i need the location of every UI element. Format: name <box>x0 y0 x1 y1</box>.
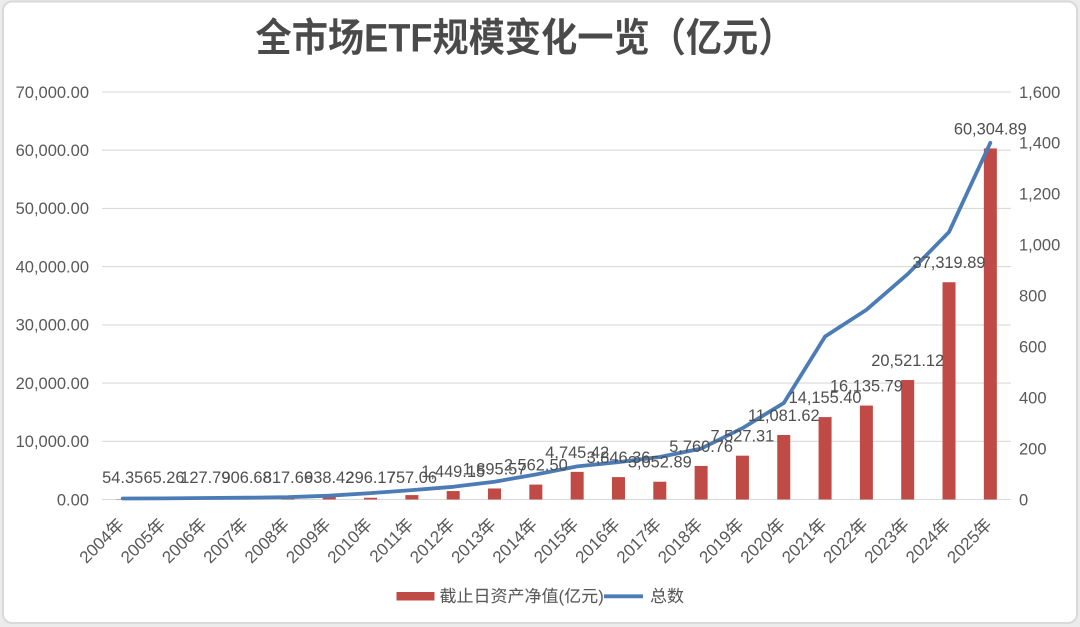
svg-text:600: 600 <box>1019 339 1047 357</box>
svg-text:1,600: 1,600 <box>1019 84 1060 102</box>
svg-text:37,319.89: 37,319.89 <box>913 254 986 272</box>
svg-text:7,527.31: 7,527.31 <box>710 428 774 446</box>
svg-text:10,000.00: 10,000.00 <box>16 433 89 451</box>
svg-text:0: 0 <box>1019 491 1028 509</box>
svg-text:817.66: 817.66 <box>263 469 313 487</box>
svg-text:1,449.15: 1,449.15 <box>421 463 485 481</box>
svg-text:40,000.00: 40,000.00 <box>16 258 89 276</box>
svg-text:938.42: 938.42 <box>304 469 354 487</box>
svg-text:2,562.50: 2,562.50 <box>504 457 568 475</box>
svg-text:1,000: 1,000 <box>1019 237 1060 255</box>
svg-text:5,760.76: 5,760.76 <box>669 438 733 456</box>
svg-text:400: 400 <box>1019 389 1047 407</box>
svg-text:906.68: 906.68 <box>222 469 272 487</box>
svg-text:3,052.89: 3,052.89 <box>628 454 692 472</box>
svg-text:65.26: 65.26 <box>143 469 184 487</box>
svg-text:11,081.62: 11,081.62 <box>748 407 820 425</box>
svg-text:0.00: 0.00 <box>57 491 89 509</box>
svg-text:1,400: 1,400 <box>1019 135 1060 153</box>
svg-text:60,304.89: 60,304.89 <box>954 120 1027 138</box>
svg-text:14,155.40: 14,155.40 <box>789 389 862 407</box>
svg-text:4,745.42: 4,745.42 <box>545 444 609 462</box>
svg-text:54.35: 54.35 <box>102 469 143 487</box>
svg-text:16,135.79: 16,135.79 <box>830 378 903 396</box>
svg-text:3,846.36: 3,846.36 <box>587 449 651 467</box>
svg-text:757.06: 757.06 <box>387 469 437 487</box>
svg-text:200: 200 <box>1019 440 1047 458</box>
svg-text:1,895.57: 1,895.57 <box>463 461 527 479</box>
svg-text:30,000.00: 30,000.00 <box>16 317 89 335</box>
svg-text:127.79: 127.79 <box>180 469 230 487</box>
svg-text:800: 800 <box>1019 288 1047 306</box>
svg-text:70,000.00: 70,000.00 <box>16 84 89 102</box>
svg-text:296.17: 296.17 <box>346 469 396 487</box>
svg-text:1,200: 1,200 <box>1019 186 1060 204</box>
svg-text:60,000.00: 60,000.00 <box>16 142 89 160</box>
svg-text:20,521.12: 20,521.12 <box>871 352 944 370</box>
svg-text:20,000.00: 20,000.00 <box>16 375 89 393</box>
svg-text:50,000.00: 50,000.00 <box>16 200 89 218</box>
